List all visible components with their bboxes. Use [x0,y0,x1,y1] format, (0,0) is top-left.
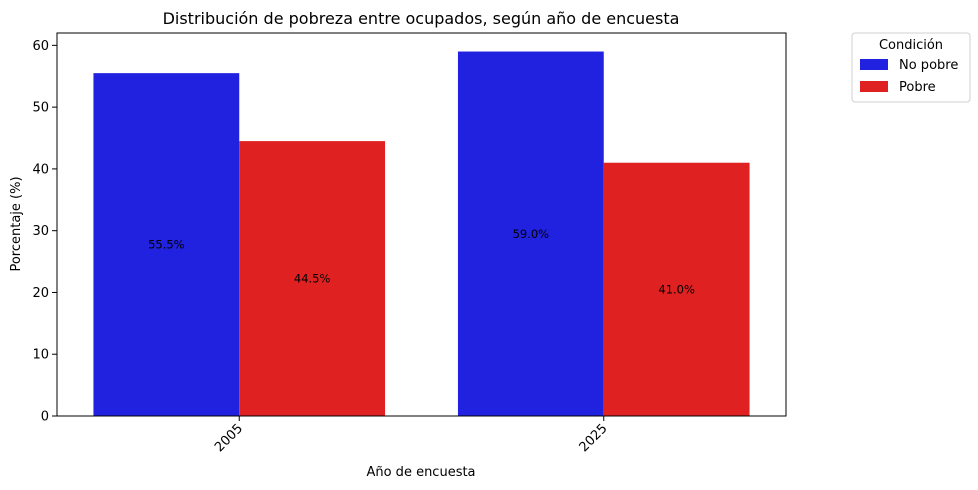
bar-label: 55.5% [148,238,185,252]
bar-2025-0 [457,51,604,416]
bar-label: 59.0% [513,227,550,241]
plot-area: 55.5% 44.5% 2005 59.0% 41.0% 2025 0 10 20 30 40 50 6… [32,32,787,455]
bar-2005-0 [93,73,240,416]
y-tick-label: 10 [32,348,49,363]
legend-entry-0: No pobre [899,58,958,73]
y-tick-label: 40 [32,162,49,177]
y-axis-label: Porcentaje (%) [9,176,24,271]
bar-2025-1 [603,162,750,416]
y-tick-label: 60 [32,39,49,54]
y-tick-label: 0 [41,410,49,425]
bar-label: 44.5% [294,272,331,286]
y-tick-label: 20 [32,286,49,301]
chart-title: Distribución de pobreza entre ocupados, … [163,9,680,28]
legend: Condición No pobre Pobre [851,32,971,103]
bar-label: 41.0% [658,282,695,296]
legend-swatch-0 [860,59,888,70]
legend-entry-1: Pobre [899,80,936,95]
legend-swatch-1 [860,81,888,92]
x-tick-label: 2005 [212,421,246,455]
y-tick-label: 30 [32,224,49,239]
x-tick-label: 2025 [577,421,611,455]
legend-title: Condición [879,38,943,53]
x-axis-label: Año de encuesta [366,465,475,480]
axes-frame [56,32,787,417]
y-tick-label: 50 [32,101,49,116]
bar-2005-1 [239,141,386,416]
